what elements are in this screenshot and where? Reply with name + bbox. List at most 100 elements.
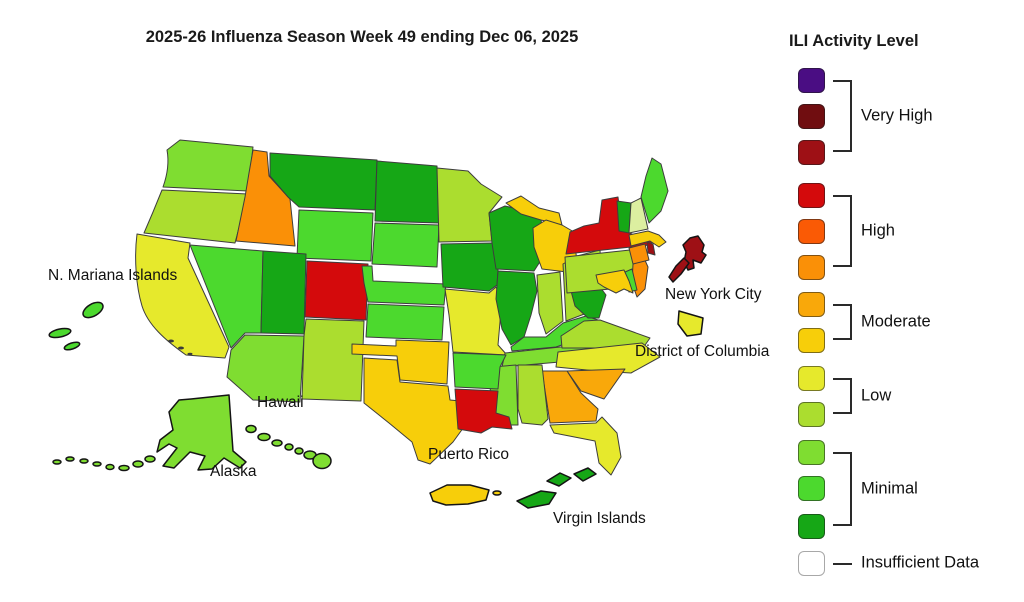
state-IN[interactable] (536, 271, 564, 335)
legend-bracket (833, 304, 852, 340)
state-NYC[interactable] (682, 235, 707, 271)
state-UT[interactable] (260, 250, 307, 335)
state-ME[interactable] (640, 157, 669, 224)
legend-swatch-level-14 (798, 551, 825, 576)
state-PR[interactable] (429, 484, 490, 506)
state-ID[interactable] (235, 149, 296, 247)
state-IL[interactable] (495, 270, 538, 346)
state-AK-aleutians[interactable] (118, 464, 130, 472)
state-MD[interactable] (595, 269, 634, 294)
state-AK-aleutians[interactable] (52, 459, 62, 465)
state-DC[interactable] (677, 310, 704, 337)
state-VA[interactable] (560, 319, 651, 349)
state-NYC[interactable] (668, 257, 690, 283)
legend-swatch-level-3 (798, 140, 825, 165)
label-puerto-rico: Puerto Rico (428, 446, 509, 463)
state-CA[interactable] (135, 233, 230, 359)
state-SC[interactable] (566, 368, 626, 400)
state-RI[interactable] (646, 241, 656, 256)
state-CO[interactable] (304, 260, 369, 321)
map-title: 2025-26 Influenza Season Week 49 ending … (145, 28, 579, 46)
state-AK-aleutians[interactable] (92, 461, 102, 467)
state-AK-aleutians[interactable] (79, 458, 89, 464)
state-CT[interactable] (628, 243, 650, 265)
state-MO[interactable] (444, 286, 508, 356)
legend-bracket (833, 452, 852, 526)
state-MP[interactable] (48, 327, 72, 339)
state-VI[interactable] (546, 472, 572, 487)
state-MT[interactable] (269, 152, 378, 211)
state-MP[interactable] (63, 341, 81, 352)
legend-swatch-level-11 (798, 440, 825, 465)
state-HI[interactable] (245, 424, 257, 434)
channel-islands (187, 352, 193, 356)
state-VI[interactable] (573, 467, 597, 482)
legend-swatch-level-7 (798, 292, 825, 317)
state-HI[interactable] (271, 439, 283, 447)
state-NM[interactable] (301, 318, 365, 402)
state-VI[interactable] (516, 490, 557, 509)
state-AK[interactable] (156, 394, 247, 471)
legend-group-label: High (861, 221, 895, 240)
legend-bracket (833, 195, 852, 267)
legend-swatch-level-8 (798, 328, 825, 353)
label-n-mariana-islands: N. Mariana Islands (48, 267, 178, 284)
state-NV[interactable] (189, 244, 264, 349)
state-ND[interactable] (374, 160, 440, 224)
state-HI[interactable] (284, 443, 294, 451)
state-AZ[interactable] (226, 334, 305, 403)
label-virgin-islands: Virgin Islands (553, 510, 646, 527)
legend-group-label: Low (861, 386, 892, 405)
label-new-york-city: New York City (665, 286, 762, 303)
state-AK-aleutians[interactable] (105, 463, 115, 471)
legend-bracket (833, 80, 852, 152)
state-WY[interactable] (296, 209, 374, 262)
legend-swatch-level-6 (798, 255, 825, 280)
channel-islands (168, 339, 174, 343)
state-SD[interactable] (371, 222, 440, 268)
state-MN[interactable] (436, 167, 503, 243)
state-OK[interactable] (351, 339, 450, 385)
state-AK-aleutians[interactable] (65, 456, 75, 462)
state-NC[interactable] (555, 342, 661, 374)
legend-swatch-level-2 (798, 104, 825, 129)
state-AK-aleutians[interactable] (132, 460, 144, 468)
state-HI[interactable] (312, 452, 332, 470)
channel-islands (178, 346, 184, 350)
legend-title: ILI Activity Level (789, 32, 919, 50)
legend-swatch-level-4 (798, 183, 825, 208)
state-AK-aleutians[interactable] (144, 455, 156, 463)
state-MA[interactable] (628, 230, 667, 248)
state-NE[interactable] (361, 265, 447, 306)
label-alaska: Alaska (210, 463, 257, 480)
label-hawaii: Hawaii (257, 394, 304, 411)
state-HI[interactable] (257, 432, 271, 442)
label-district-of-columbia: District of Columbia (635, 343, 770, 360)
state-GA[interactable] (541, 370, 599, 424)
state-MI-upper[interactable] (505, 195, 563, 226)
legend-swatch-level-13 (798, 514, 825, 539)
legend-swatch-level-5 (798, 219, 825, 244)
legend-group-label: Minimal (861, 479, 918, 498)
state-IA[interactable] (440, 242, 500, 292)
state-OR[interactable] (143, 189, 249, 244)
legend-group-label: Very High (861, 106, 933, 125)
state-WA[interactable] (162, 139, 254, 192)
legend-swatch-level-12 (798, 476, 825, 501)
state-TX[interactable] (363, 357, 472, 465)
state-PR-islet[interactable] (492, 490, 502, 496)
state-HI[interactable] (294, 447, 304, 455)
legend-swatch-level-10 (798, 402, 825, 427)
legend-group-label: Insufficient Data (861, 553, 980, 572)
state-KS[interactable] (365, 303, 445, 341)
state-AR[interactable] (452, 352, 507, 390)
legend-bracket (833, 378, 852, 414)
state-AL[interactable] (517, 364, 549, 426)
state-NH[interactable] (628, 197, 649, 234)
state-LA[interactable] (454, 388, 513, 434)
state-FL[interactable] (549, 416, 622, 476)
state-MP[interactable] (80, 299, 105, 320)
legend-swatch-level-9 (798, 366, 825, 391)
